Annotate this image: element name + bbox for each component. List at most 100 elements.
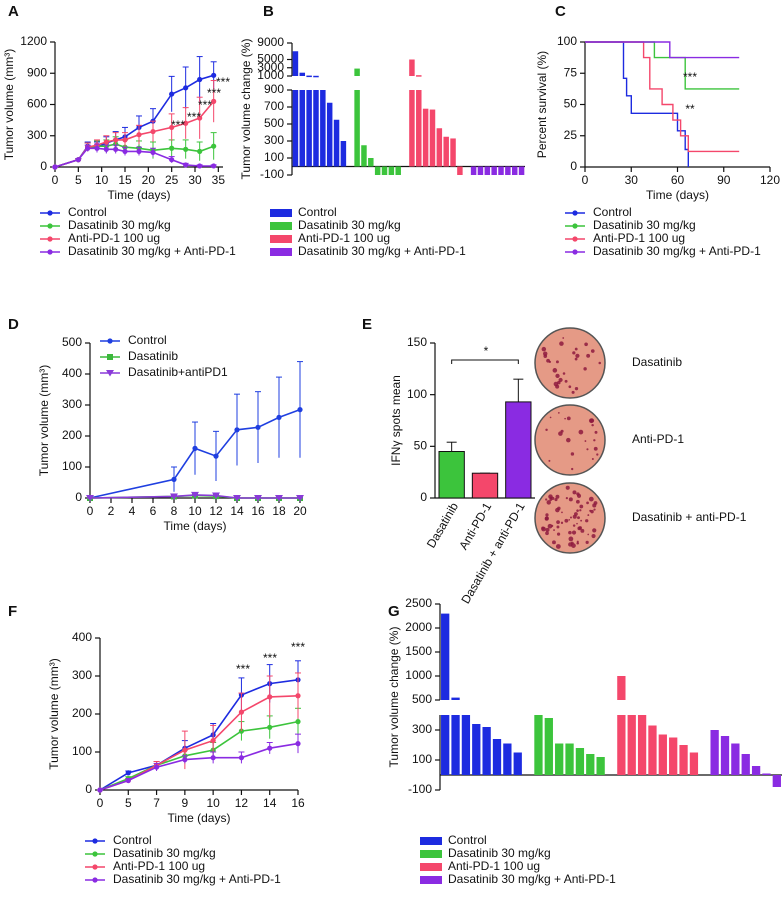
image-label: Dasatinib + anti-PD-1 (632, 510, 747, 524)
marker (295, 719, 301, 725)
marker (233, 495, 241, 502)
y-tick-label: 100 (412, 752, 432, 766)
spot (562, 337, 565, 339)
spot (564, 518, 569, 523)
spot (564, 379, 568, 383)
spot (575, 499, 580, 504)
bar-upper (306, 75, 312, 78)
marker (210, 738, 216, 744)
legend-label: Anti-PD-1 100 ug (113, 859, 205, 873)
spot (541, 526, 545, 530)
legend-swatch (270, 209, 292, 217)
legend-marker (47, 236, 53, 242)
legend-swatch (420, 837, 442, 845)
x-tick-label: 35 (212, 173, 226, 187)
bar (443, 136, 449, 167)
spot (545, 428, 548, 432)
spot (594, 430, 598, 434)
y-tick-label: 400 (62, 366, 82, 380)
spot (584, 440, 587, 442)
x-tick-label: Dasatinib (424, 500, 461, 551)
bar (299, 90, 306, 167)
y-axis-label: Tumor volume (mm³) (47, 658, 61, 770)
marker (296, 495, 304, 502)
bar (575, 748, 585, 775)
marker (136, 148, 142, 154)
marker (211, 72, 217, 78)
legend-label: Dasatinib (128, 349, 178, 363)
panel-label: B (263, 3, 274, 20)
marker (213, 453, 219, 459)
bar (741, 754, 750, 775)
bar (544, 718, 553, 775)
x-tick-label: 2 (108, 504, 115, 518)
survival-curve (585, 41, 740, 59)
marker (122, 148, 128, 154)
bar (472, 724, 481, 775)
marker (97, 787, 103, 793)
spot (546, 358, 550, 363)
spot (552, 368, 558, 373)
legend-label: Anti-PD-1 100 ug (298, 231, 390, 245)
marker (267, 724, 273, 730)
legend-label: Control (448, 833, 487, 847)
legend-marker (572, 249, 578, 255)
spot (571, 543, 576, 549)
spot (596, 453, 599, 456)
spot (580, 519, 583, 522)
survival-curve (585, 41, 740, 153)
spot (574, 357, 578, 361)
legend-marker (47, 210, 53, 216)
bar-upper (299, 72, 306, 76)
marker (211, 143, 217, 149)
y-tick-label: 0 (85, 782, 92, 796)
bar (484, 166, 491, 175)
legend-label: Dasatinib+antiPD1 (128, 365, 228, 379)
y-tick-label: 100 (407, 387, 427, 401)
spot (557, 506, 561, 511)
annotation: *** (683, 70, 697, 84)
y-tick-label: 900 (27, 65, 47, 79)
x-tick-label: 7 (153, 796, 160, 810)
spot (549, 496, 552, 499)
x-tick-label: 60 (671, 173, 685, 187)
spot (572, 490, 577, 495)
y-tick-label: 3000 (257, 60, 284, 74)
spot (548, 459, 551, 462)
panel-label: C (555, 3, 566, 20)
bar (586, 754, 595, 775)
y-tick-label: 1500 (405, 644, 432, 658)
x-tick-label: 10 (206, 796, 220, 810)
x-tick-label: 4 (129, 504, 136, 518)
marker (267, 745, 273, 751)
bar (648, 725, 657, 775)
annotation: * (484, 344, 489, 358)
spot (575, 353, 580, 358)
marker (122, 137, 128, 143)
spot (568, 530, 572, 535)
marker (210, 755, 216, 761)
legend-label: Control (298, 205, 337, 219)
legend-swatch (420, 863, 442, 871)
spot (555, 360, 559, 364)
bar (361, 145, 367, 167)
marker (183, 85, 189, 91)
x-tick-label: 15 (118, 173, 132, 187)
y-tick-label: 5000 (257, 52, 284, 66)
spot (578, 526, 582, 530)
spot (556, 532, 561, 536)
bar (292, 90, 299, 167)
marker (295, 693, 301, 699)
y-tick-label: 1000 (405, 668, 432, 682)
spot (561, 511, 563, 514)
bar (505, 401, 532, 499)
y-tick-label: 25 (564, 128, 578, 142)
bar (513, 752, 522, 775)
bar (762, 773, 771, 775)
annotation: ** (685, 102, 695, 116)
bar (416, 90, 422, 167)
bar (498, 166, 504, 175)
x-tick-label: 8 (171, 504, 178, 518)
bar (658, 734, 667, 775)
marker (197, 163, 203, 169)
